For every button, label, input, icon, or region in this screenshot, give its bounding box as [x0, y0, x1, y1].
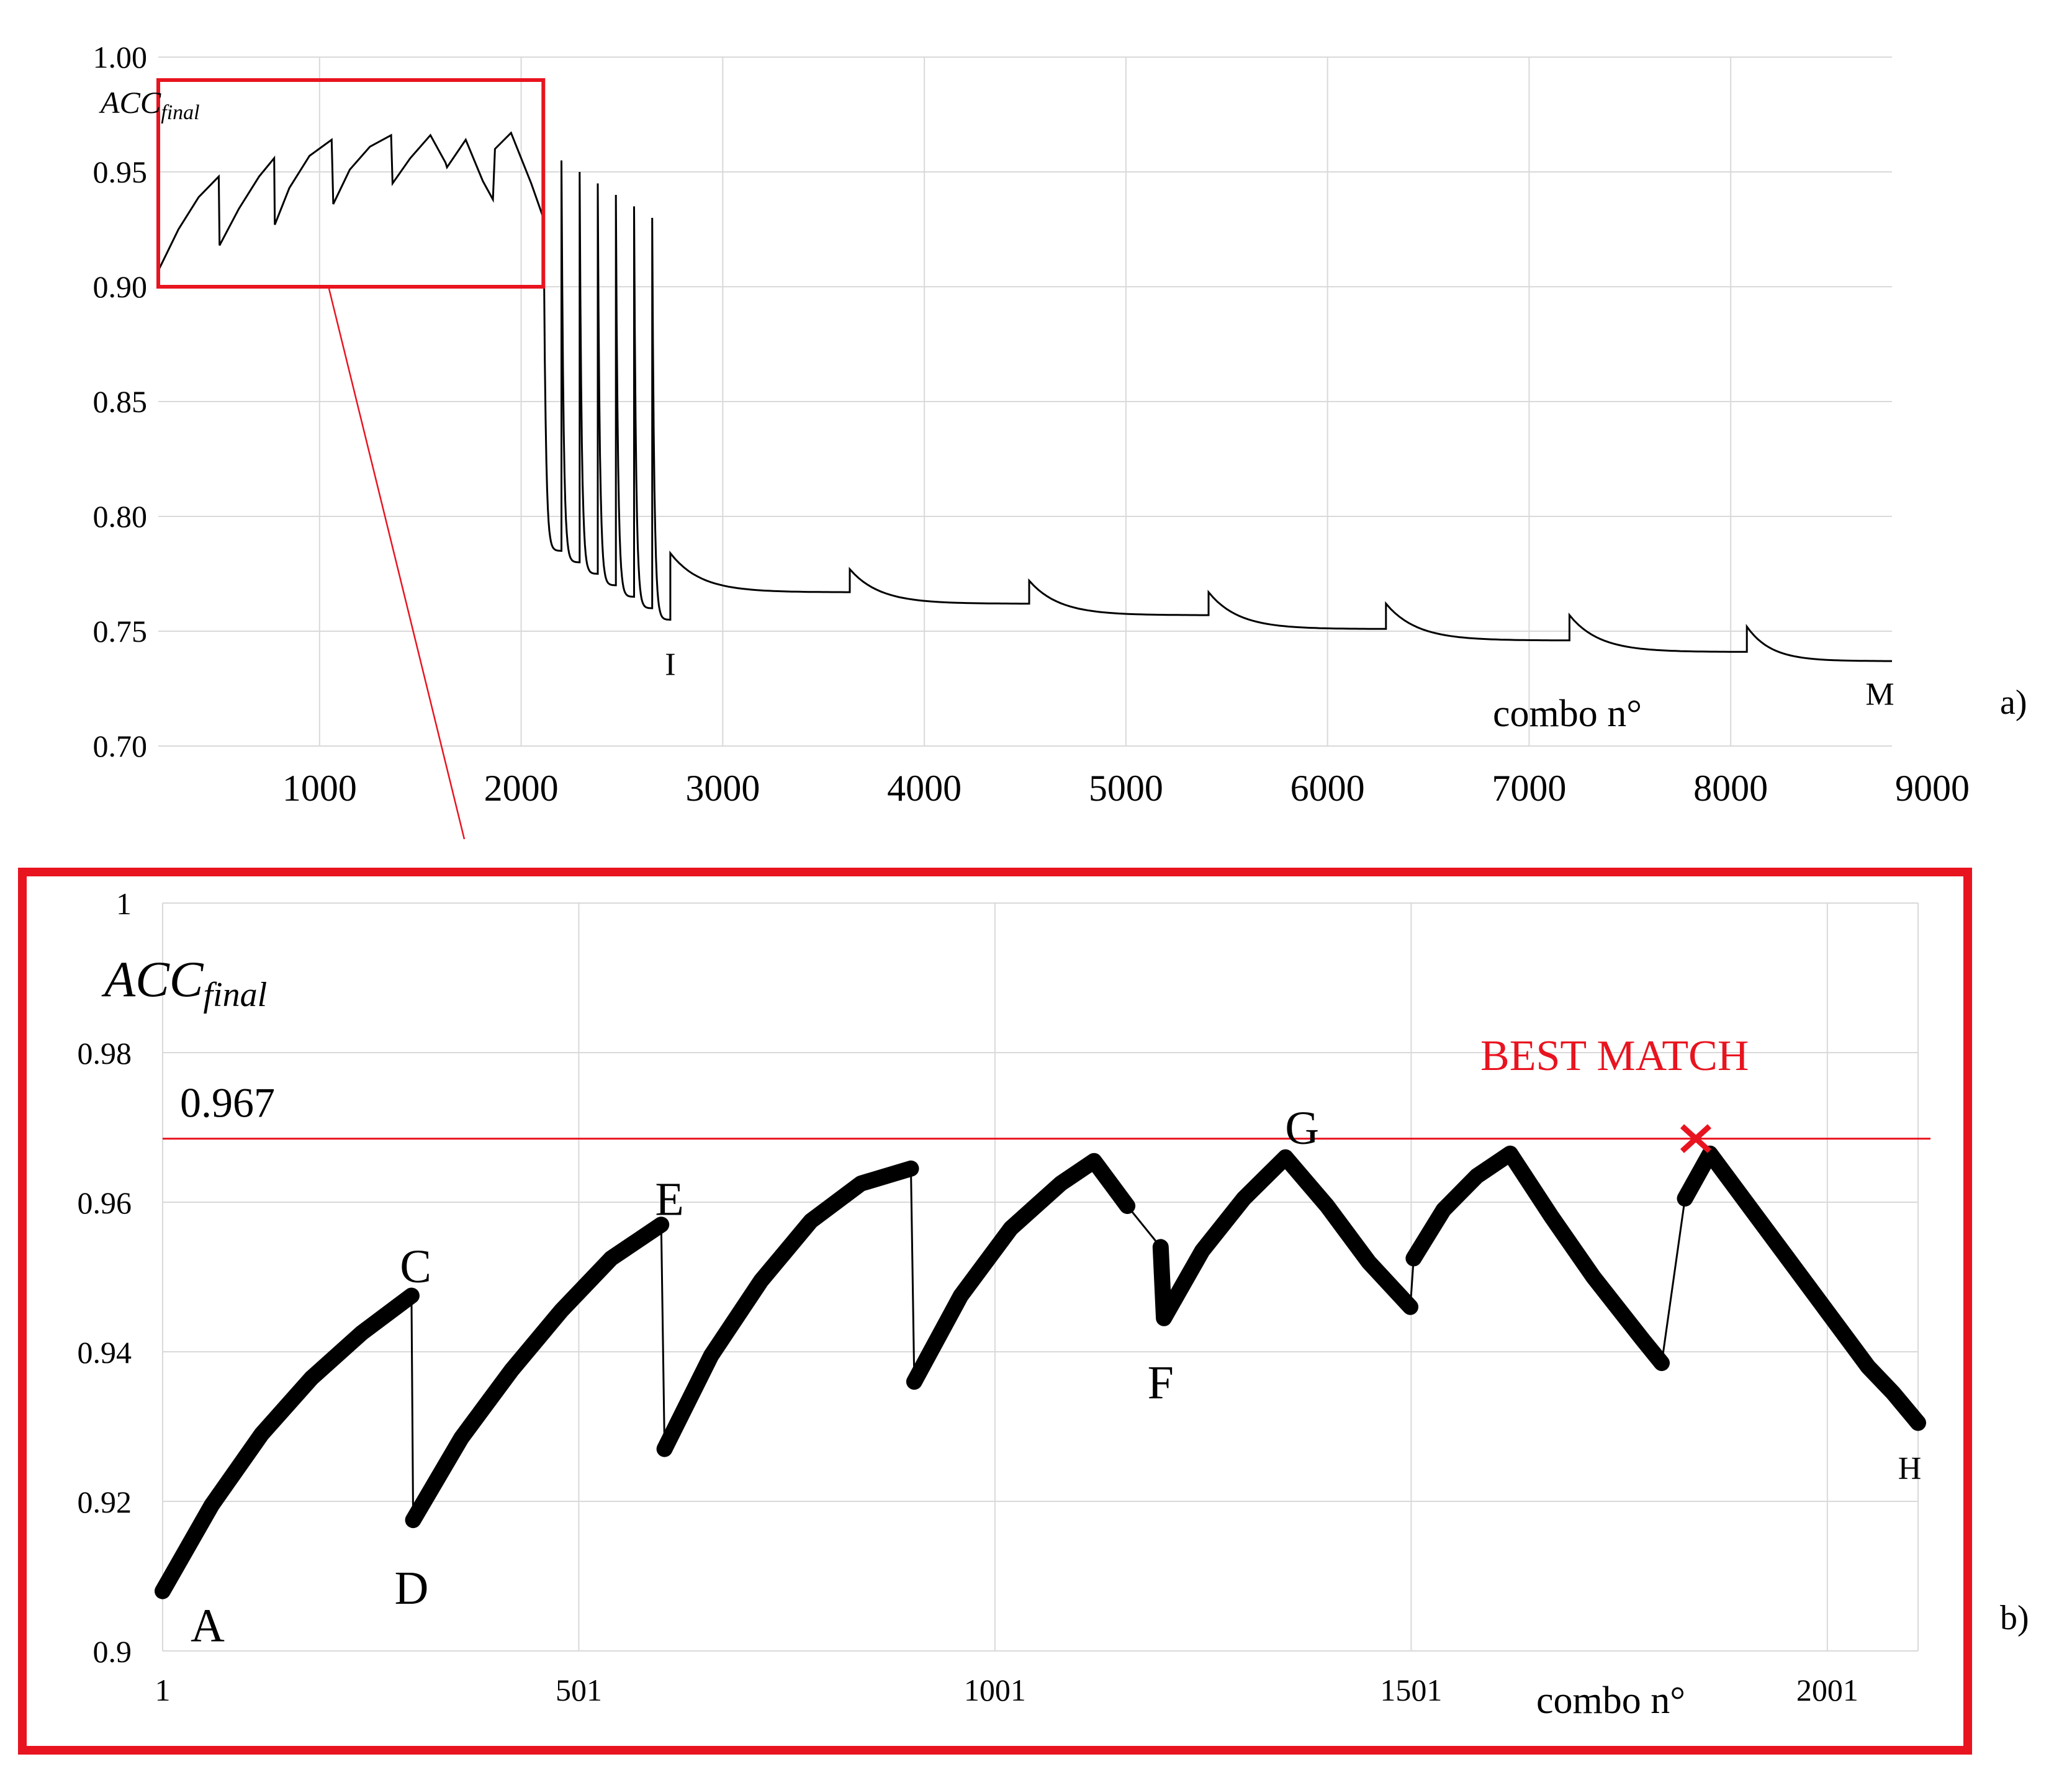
panel-a-x-tick-label: 8000: [1693, 768, 1768, 809]
panel-a-annotations: IM: [665, 647, 1894, 713]
panel-b-series-segment: [656, 1160, 919, 1457]
panel-a-y-tick-label: 0.75: [93, 614, 148, 649]
panel-b-series-segment: [906, 1153, 1136, 1390]
panel-a-series-line: [157, 131, 1892, 662]
panel-b-chart: 0.90.920.940.960.981 1 501 1001 1501 2001 0.…: [18, 868, 2029, 1755]
panel-b-y-ticks: 0.9 0.92 0.94 0.96 0.98 1: [78, 886, 132, 1669]
panel-a-x-tick-label: 9000: [1895, 768, 1970, 809]
panel-b-best-match-label: BEST MATCH: [1480, 1032, 1749, 1080]
panel-b-y-tick-label: 1: [116, 886, 132, 921]
panel-a-x-tick-label: 5000: [1089, 768, 1163, 809]
panel-b-label: b): [2000, 1599, 2029, 1637]
panel-b-series-segment: [155, 1287, 420, 1599]
panel-b-annotation-e: E: [655, 1174, 683, 1226]
panel-b-y-tick-label: 0.9: [93, 1634, 132, 1669]
panel-b-y-tick-label: 0.94: [78, 1335, 132, 1370]
best-match-x-stroke: [1680, 1124, 1712, 1153]
panel-b-series-segment: [1152, 1149, 1418, 1326]
panel-a-y-ticks: 0.70 0.75 0.80 0.85 0.90 0.95 1.00: [93, 40, 148, 763]
panel-b-grid: [162, 902, 1919, 1652]
panel-b-series-segment: [405, 1216, 670, 1529]
panel-a-x-ticks: 1000 2000 3000 4000 5000 6000 7000 8000 9000: [282, 768, 1970, 809]
panel-b-x-tick-label: 1: [155, 1673, 171, 1707]
panel-a-y-axis-label-main: ACC: [99, 85, 161, 120]
panel-a-grid: [158, 56, 1892, 747]
panel-a-chart: 0.70 0.75 0.80 0.85 0.90 0.95 1.00 1000 2000 300…: [93, 40, 2027, 809]
panel-a-x-tick-label: 1000: [282, 768, 357, 809]
panel-b-x-axis-label: combo n°: [1536, 1679, 1685, 1722]
panel-b-x-tick-label: 1001: [964, 1673, 1026, 1707]
panel-b-x-tick-label: 2001: [1796, 1673, 1858, 1707]
panel-b-y-axis-label: ACCfinal: [101, 951, 267, 1014]
panel-b-x-ticks: 1 501 1001 1501 2001: [155, 1673, 1858, 1707]
panel-a-y-tick-label: 0.70: [93, 729, 148, 763]
panel-a-y-tick-label: 0.80: [93, 499, 148, 534]
panel-b-x-tick-label: 501: [556, 1673, 602, 1707]
panel-a-x-tick-label: 2000: [484, 768, 559, 809]
panel-a-x-axis-label: combo n°: [1493, 693, 1642, 735]
panel-a-annotation-m: M: [1865, 677, 1894, 713]
panel-b-y-tick-label: 0.98: [78, 1036, 132, 1071]
panel-b-series-segment: [1405, 1145, 1670, 1372]
panel-b-annotation-a: A: [191, 1599, 225, 1652]
panel-b-annotation-f: F: [1148, 1357, 1174, 1409]
panel-a-x-tick-label: 7000: [1492, 768, 1566, 809]
panel-b-frame: [18, 868, 1972, 1755]
panel-b-data-markers: [155, 1145, 1926, 1599]
panel-b-x-tick-label: 1501: [1380, 1673, 1442, 1707]
panel-b-series-segment: [1677, 1145, 1926, 1431]
panel-b-annotation-g: G: [1285, 1102, 1319, 1154]
panel-a-y-tick-label: 0.85: [93, 384, 148, 419]
panel-a-label: a): [2000, 683, 2027, 722]
panel-a-y-tick-label: 0.95: [93, 155, 148, 189]
panel-a-annotation-i: I: [665, 647, 675, 683]
panel-a-x-tick-label: 6000: [1290, 768, 1365, 809]
zoom-connector-line: [328, 288, 466, 840]
panel-a-x-tick-label: 4000: [887, 768, 962, 809]
panel-b-annotation-d: D: [394, 1562, 428, 1614]
panel-b-y-tick-label: 0.92: [78, 1485, 132, 1519]
panel-a-zoom-box: [156, 78, 546, 289]
panel-a-x-tick-label: 3000: [685, 768, 760, 809]
panel-b-annotations: A C D E F G H: [191, 1102, 1921, 1652]
panel-b-y-axis-label-main: ACC: [101, 951, 204, 1007]
panel-b-annotation-h: H: [1898, 1451, 1922, 1486]
panel-a-y-tick-label: 0.90: [93, 269, 148, 304]
panel-a-y-tick-label: 1.00: [93, 40, 148, 74]
panel-a-y-axis-label: ACCfinal: [99, 85, 200, 124]
panel-b-annotation-c: C: [400, 1241, 431, 1293]
panel-a-y-axis-label-subscript: final: [161, 101, 199, 124]
panel-b-reference-value-label: 0.967: [180, 1079, 275, 1126]
panel-b-y-axis-label-subscript: final: [203, 976, 267, 1014]
panel-b-y-tick-label: 0.96: [78, 1185, 132, 1220]
panel-b-best-match-marker: [1680, 1124, 1712, 1153]
